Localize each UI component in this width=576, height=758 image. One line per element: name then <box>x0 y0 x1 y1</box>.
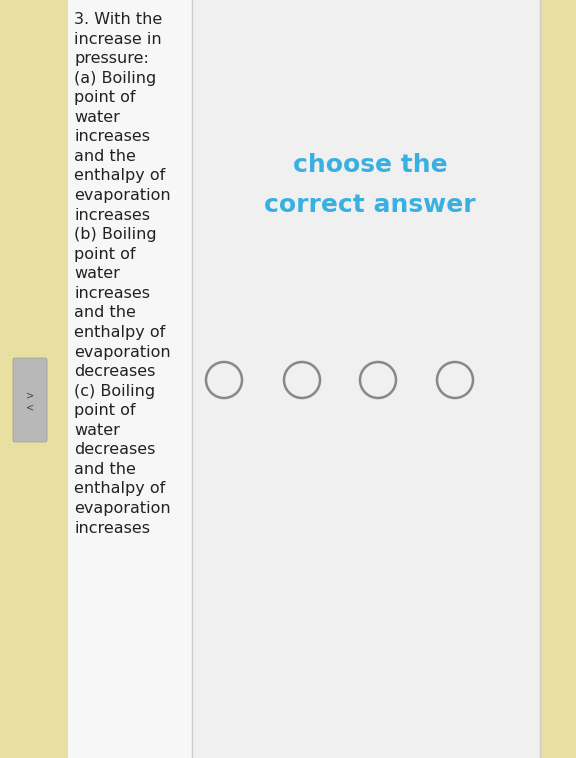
Text: >: > <box>26 390 34 400</box>
FancyBboxPatch shape <box>13 358 47 442</box>
Text: <: < <box>26 403 34 413</box>
Text: choose the: choose the <box>293 153 448 177</box>
Text: 3. With the
increase in
pressure:
(a) Boiling
point of
water
increases
and the
e: 3. With the increase in pressure: (a) Bo… <box>74 12 170 536</box>
Text: correct answer: correct answer <box>264 193 476 217</box>
Bar <box>68 0 192 758</box>
Bar <box>192 0 540 758</box>
